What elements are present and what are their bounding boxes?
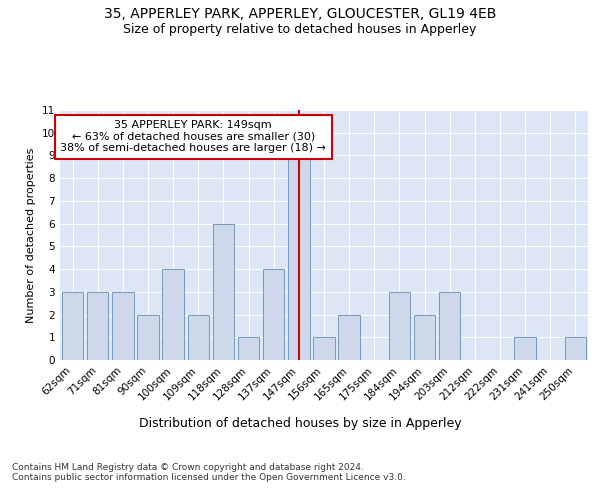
Bar — [439, 292, 460, 360]
Bar — [414, 314, 435, 360]
Bar — [163, 269, 184, 360]
Text: 35, APPERLEY PARK, APPERLEY, GLOUCESTER, GL19 4EB: 35, APPERLEY PARK, APPERLEY, GLOUCESTER,… — [104, 8, 496, 22]
Y-axis label: Number of detached properties: Number of detached properties — [26, 148, 37, 322]
Bar — [338, 314, 360, 360]
Text: 35 APPERLEY PARK: 149sqm
← 63% of detached houses are smaller (30)
38% of semi-d: 35 APPERLEY PARK: 149sqm ← 63% of detach… — [61, 120, 326, 154]
Bar — [565, 338, 586, 360]
Text: Contains HM Land Registry data © Crown copyright and database right 2024.
Contai: Contains HM Land Registry data © Crown c… — [12, 462, 406, 482]
Bar — [62, 292, 83, 360]
Bar — [112, 292, 134, 360]
Bar — [137, 314, 158, 360]
Text: Size of property relative to detached houses in Apperley: Size of property relative to detached ho… — [124, 22, 476, 36]
Bar — [87, 292, 109, 360]
Bar — [263, 269, 284, 360]
Text: Distribution of detached houses by size in Apperley: Distribution of detached houses by size … — [139, 418, 461, 430]
Bar — [213, 224, 234, 360]
Bar — [188, 314, 209, 360]
Bar — [514, 338, 536, 360]
Bar — [238, 338, 259, 360]
Bar — [313, 338, 335, 360]
Bar — [389, 292, 410, 360]
Bar — [288, 156, 310, 360]
